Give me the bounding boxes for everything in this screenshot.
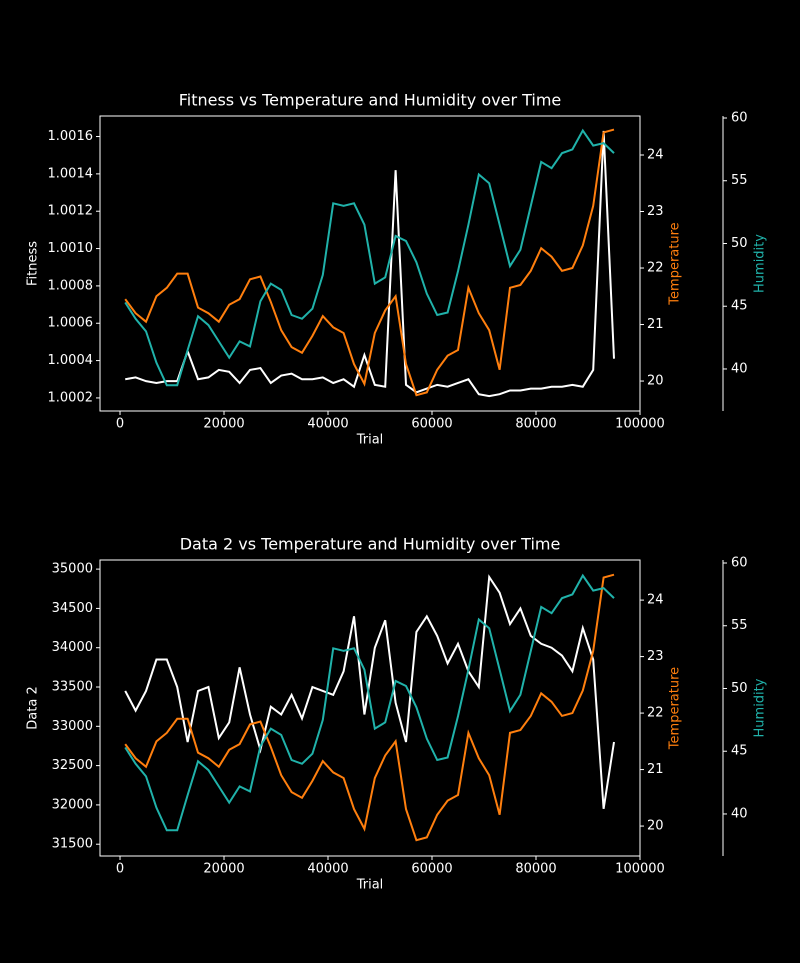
y-tick-label: 32500	[52, 758, 93, 773]
y3-tick-label: 40	[731, 806, 748, 821]
series-line	[124, 573, 615, 842]
y-axis-label: Data 2	[26, 686, 41, 729]
y2-tick-label: 23	[647, 649, 664, 664]
y-tick-label: 1.0012	[48, 204, 94, 219]
series-line	[124, 573, 615, 832]
x-tick-label: 0	[116, 862, 124, 877]
y-tick-label: 1.0010	[48, 241, 94, 256]
x-tick-label: 60000	[411, 417, 452, 432]
series-line	[125, 130, 615, 398]
y-tick-label: 34500	[52, 601, 93, 616]
series-line	[124, 574, 615, 809]
x-axis-label: Trial	[356, 433, 384, 448]
y-tick-label: 1.0014	[48, 166, 94, 181]
y2-axis-label: Temperature	[668, 667, 683, 750]
y-tick-label: 33000	[52, 719, 93, 734]
x-tick-label: 40000	[307, 417, 348, 432]
y-tick-label: 1.0016	[48, 129, 94, 144]
x-tick-label: 0	[116, 417, 124, 432]
y2-tick-label: 21	[647, 762, 664, 777]
y2-tick-label: 20	[647, 819, 664, 834]
y2-axis-label: Temperature	[668, 222, 683, 305]
x-tick-label: 20000	[203, 862, 244, 877]
y3-tick-label: 50	[731, 681, 748, 696]
y2-tick-label: 24	[647, 593, 664, 608]
x-tick-label: 40000	[307, 862, 348, 877]
x-tick-label: 80000	[515, 862, 556, 877]
x-tick-label: 20000	[203, 417, 244, 432]
y3-tick-label: 55	[731, 618, 748, 633]
y3-axis-label: Humidity	[753, 678, 768, 737]
chart-title: Fitness vs Temperature and Humidity over…	[179, 91, 562, 110]
y2-tick-label: 21	[647, 317, 664, 332]
y2-tick-label: 22	[647, 706, 664, 721]
y2-tick-label: 23	[647, 204, 664, 219]
y2-tick-label: 24	[647, 147, 664, 162]
x-axis-label: Trial	[356, 878, 384, 893]
x-tick-label: 100000	[615, 417, 665, 432]
y3-axis-label: Humidity	[753, 234, 768, 293]
plot-frame	[99, 559, 641, 857]
y3-tick-label: 60	[731, 556, 748, 571]
y3-tick-label: 60	[731, 111, 748, 126]
x-tick-label: 60000	[411, 862, 452, 877]
y-tick-label: 1.0006	[48, 316, 94, 331]
y3-tick-label: 45	[731, 299, 748, 314]
x-tick-label: 100000	[615, 862, 665, 877]
y-tick-label: 1.0004	[48, 353, 94, 368]
y-tick-label: 33500	[52, 680, 93, 695]
y3-tick-label: 45	[731, 744, 748, 759]
y2-tick-label: 20	[647, 374, 664, 389]
x-tick-label: 80000	[515, 417, 556, 432]
y-tick-label: 1.0008	[48, 278, 94, 293]
y-tick-label: 31500	[52, 837, 93, 852]
plot-frame	[99, 115, 641, 412]
y-tick-label: 32000	[52, 797, 93, 812]
y-tick-label: 34000	[52, 640, 93, 655]
y3-tick-label: 50	[731, 236, 748, 251]
chart-title: Data 2 vs Temperature and Humidity over …	[180, 535, 561, 554]
y2-tick-label: 22	[647, 261, 664, 276]
y-tick-label: 1.0002	[48, 390, 94, 405]
y-axis-label: Fitness	[26, 241, 41, 286]
y3-tick-label: 40	[731, 361, 748, 376]
series-line	[124, 128, 615, 387]
y-tick-label: 35000	[52, 562, 93, 577]
y3-tick-label: 55	[731, 173, 748, 188]
series-line	[124, 128, 615, 397]
